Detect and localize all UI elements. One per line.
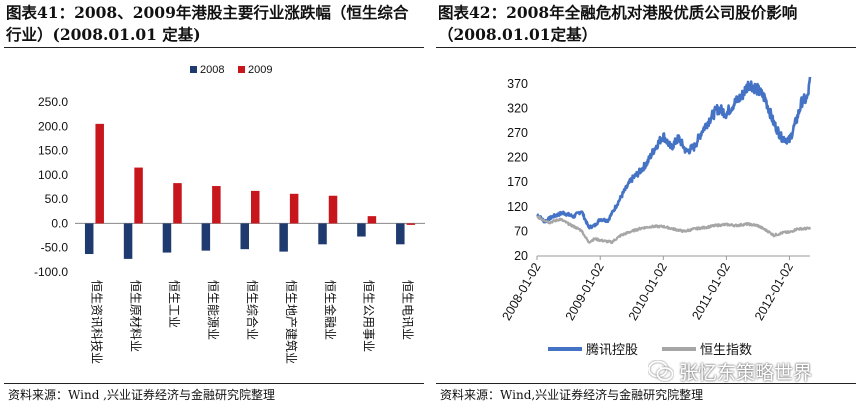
bar-2009 bbox=[173, 183, 182, 224]
bar-2008 bbox=[279, 223, 288, 252]
bar-2009 bbox=[95, 123, 104, 224]
x-tick-label: 2012-01-02 bbox=[752, 260, 796, 322]
bar-2008 bbox=[162, 223, 172, 253]
series-line-tencent bbox=[536, 76, 812, 230]
x-category-label: 恒生地产建筑业 bbox=[284, 280, 299, 364]
y-tick-label: 150.0 bbox=[38, 144, 68, 158]
y-tick-label: 320 bbox=[507, 101, 528, 115]
legend-swatch-2008 bbox=[190, 66, 197, 73]
industry-bar-chart: -100.0 -50.0 0.0 50.0 100.0 150.0 200.0 250.0 恒生… bbox=[34, 64, 425, 364]
bar-2009 bbox=[212, 186, 221, 224]
x-category-label: 恒生公用事业 bbox=[362, 280, 376, 352]
left-source-note: 资料来源：Wind ,兴业证券经济与金融研究院整理 bbox=[8, 388, 276, 402]
x-tick-label: 2011-01-02 bbox=[689, 260, 733, 322]
right-figure: 图表42：2008年全融危机对港股优质公司股价影响（2008.01.01定基） … bbox=[432, 0, 860, 409]
x-category-label: 恒生金融业 bbox=[323, 280, 338, 340]
y-tick-label: 50.0 bbox=[45, 192, 69, 206]
y-tick-label: 270 bbox=[507, 126, 528, 140]
y-tick-label: 220 bbox=[507, 151, 528, 165]
right-source-note: 资料来源：Wind,兴业证券经济与金融研究院整理 bbox=[440, 388, 704, 402]
y-tick-label: 200.0 bbox=[38, 119, 68, 133]
x-category-label: 恒生工业 bbox=[167, 280, 181, 328]
bar-2009 bbox=[134, 167, 143, 224]
bar-2009 bbox=[289, 193, 299, 224]
y-tick-label: 370 bbox=[507, 77, 528, 91]
x-tick-label: 2009-01-02 bbox=[563, 260, 607, 322]
y-tick-label: 70 bbox=[514, 224, 528, 238]
right-figure-title: 图表42：2008年全融危机对港股优质公司股价影响（2008.01.01定基） bbox=[438, 3, 798, 44]
right-source-rule bbox=[436, 383, 856, 384]
watermark-text: 张忆东策略世界 bbox=[679, 361, 813, 384]
x-category-label: 恒生能源业 bbox=[206, 280, 220, 340]
bar-2009 bbox=[328, 195, 338, 224]
stock-line-chart: 20 70 120 170 220 270 320 370 2008-01-02 2009-01-… bbox=[499, 76, 812, 357]
x-category-label: 恒生综合业 bbox=[245, 280, 260, 340]
wechat-icon bbox=[648, 360, 674, 381]
y-tick-label: 0.0 bbox=[51, 216, 68, 230]
y-tick-label: 20 bbox=[514, 249, 528, 263]
bar-2008 bbox=[201, 223, 211, 251]
y-tick-label: 170 bbox=[507, 175, 528, 189]
x-category-label: 恒生原材料业 bbox=[128, 280, 142, 352]
x-tick-label: 2008-01-02 bbox=[499, 260, 543, 322]
y-tick-label: -50.0 bbox=[41, 241, 69, 255]
y-tick-label: 100.0 bbox=[38, 168, 68, 182]
left-figure: 图表41：2008、2009年港股主要行业涨跌幅（恒生综合行业）(2008.01… bbox=[4, 3, 425, 402]
bar-2008 bbox=[240, 223, 249, 250]
bar-2009 bbox=[406, 223, 416, 225]
x-category-label: 恒生资讯科技业 bbox=[89, 280, 103, 364]
y-tick-label: -100.0 bbox=[34, 265, 68, 279]
wechat-watermark: 张忆东策略世界 bbox=[648, 357, 812, 385]
legend-label: 2008 bbox=[200, 64, 224, 76]
y-tick-label: 250.0 bbox=[38, 95, 68, 109]
legend-label: 腾讯控股 bbox=[586, 342, 638, 357]
bar-2009 bbox=[251, 190, 260, 224]
legend-label: 恒生指数 bbox=[700, 342, 752, 357]
bar-2008 bbox=[357, 223, 366, 237]
left-title-rule bbox=[4, 47, 424, 48]
bar-2008 bbox=[318, 223, 327, 245]
legend-label: 2009 bbox=[248, 64, 272, 76]
y-tick-label: 120 bbox=[507, 200, 528, 214]
x-category-label: 恒生电讯业 bbox=[401, 280, 415, 340]
x-tick-label: 2010-01-02 bbox=[626, 260, 670, 322]
legend-swatch-2009 bbox=[238, 66, 245, 73]
bar-2008 bbox=[396, 223, 405, 245]
left-source-rule bbox=[4, 383, 424, 384]
bar-2008 bbox=[84, 223, 94, 255]
right-title-rule bbox=[436, 47, 856, 48]
series-line-hsi bbox=[536, 215, 812, 244]
bar-2008 bbox=[123, 223, 133, 259]
left-figure-title: 图表41：2008、2009年港股主要行业涨跌幅（恒生综合行业）(2008.01… bbox=[6, 3, 409, 44]
bar-2009 bbox=[367, 216, 377, 224]
